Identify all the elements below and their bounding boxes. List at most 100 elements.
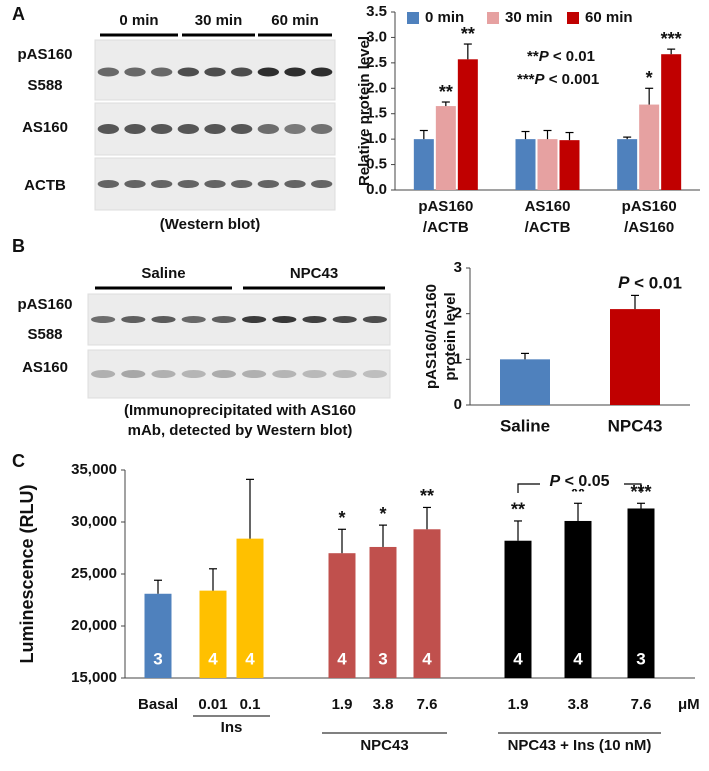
bar: [504, 540, 532, 678]
bar-count: 4: [422, 649, 432, 668]
blot-band: [177, 180, 199, 188]
blot-band: [204, 67, 226, 77]
y-tick-label: 3.0: [366, 28, 387, 45]
blot-band: [231, 124, 253, 134]
blot-band: [231, 180, 253, 188]
blot-band: [231, 67, 253, 77]
bar-count: 4: [513, 649, 523, 668]
bar: [435, 106, 456, 190]
bar-count: 4: [573, 649, 583, 668]
significance: **: [439, 82, 453, 102]
bar: [610, 309, 660, 405]
bar: [639, 104, 660, 190]
blot-band: [272, 316, 297, 323]
bar-count: 4: [245, 649, 255, 668]
significance: **: [420, 486, 434, 506]
blot-band: [124, 180, 146, 188]
blot-band: [91, 370, 116, 378]
panel-label: A: [12, 4, 25, 24]
lane-group-label: Saline: [141, 265, 185, 282]
blot-band: [177, 67, 199, 77]
blot-band: [242, 316, 267, 323]
blot-band: [121, 316, 146, 323]
blot-band: [204, 124, 226, 134]
annotation: **P < 0.01: [527, 48, 595, 65]
significance: ***: [661, 29, 682, 49]
blot-band: [311, 124, 333, 134]
blot-band: [97, 124, 120, 134]
legend-swatch: [567, 12, 579, 24]
bar-count: 3: [636, 649, 645, 668]
blot-band: [302, 370, 327, 378]
blot-row-label: AS160: [22, 359, 68, 376]
blot-band: [284, 180, 306, 188]
blot-band: [362, 316, 387, 323]
blot-band: [177, 124, 199, 134]
blot-band: [311, 67, 333, 77]
group-label: NPC43 + Ins (10 nM): [508, 737, 652, 754]
x-tick-label: 1.9: [508, 696, 529, 713]
lane-group-label: 30 min: [195, 12, 243, 29]
lane-group-label: 0 min: [119, 12, 158, 29]
bar: [236, 538, 264, 678]
significance: **: [511, 500, 525, 520]
annotation: ***P < 0.001: [517, 71, 599, 88]
blot-band: [151, 67, 173, 77]
x-tick-label: NPC43: [608, 416, 663, 435]
blot-band: [91, 316, 116, 323]
blot-band: [204, 180, 226, 188]
x-tick-label: Saline: [500, 416, 550, 435]
bar: [661, 54, 682, 191]
unit-label: μM: [678, 696, 700, 713]
blot-band: [311, 180, 333, 188]
y-axis-title: pAS160/AS160: [423, 284, 440, 389]
group-label: NPC43: [360, 737, 408, 754]
y-tick-label: 1: [454, 350, 462, 367]
comparison-label: P < 0.05: [549, 473, 609, 490]
blot-row-label: S588: [27, 326, 62, 343]
blot-band: [124, 124, 146, 134]
y-tick-label: 2.0: [366, 79, 387, 96]
blot-band: [151, 370, 176, 378]
legend-label: 30 min: [505, 9, 553, 26]
y-tick-label: 35,000: [71, 461, 117, 478]
x-tick-label: /ACTB: [525, 219, 571, 236]
bar: [537, 139, 558, 190]
x-tick-label: 1.9: [332, 696, 353, 713]
blot-band: [211, 370, 236, 378]
y-axis-title: Relative protein level: [356, 36, 373, 186]
blot-band: [124, 67, 146, 77]
blot-band: [284, 67, 306, 77]
annotation: P < 0.01: [618, 273, 682, 292]
y-tick-label: 3: [454, 259, 462, 276]
x-tick-label: 3.8: [373, 696, 394, 713]
bar: [328, 553, 356, 678]
bar-count: 4: [208, 649, 218, 668]
blot-band: [362, 370, 387, 378]
bar: [559, 140, 580, 190]
significance: *: [338, 508, 345, 528]
bar: [617, 139, 638, 190]
panel-label: B: [12, 236, 25, 256]
bar-count: 4: [337, 649, 347, 668]
y-tick-label: 25,000: [71, 565, 117, 582]
legend-swatch: [487, 12, 499, 24]
blot-band: [257, 124, 280, 134]
bar-count: 3: [378, 649, 387, 668]
bar: [369, 546, 397, 678]
x-tick-label: 7.6: [631, 696, 652, 713]
x-tick-label: AS160: [525, 198, 571, 215]
x-tick-label: 0.01: [198, 696, 227, 713]
significance: **: [461, 24, 475, 44]
blot-band: [284, 124, 306, 134]
blot-caption: mAb, detected by Western blot): [128, 422, 353, 439]
blot-band: [97, 180, 120, 188]
blot-row-label: pAS160: [17, 46, 72, 63]
blot-caption: (Immunoprecipitated with AS160: [124, 402, 356, 419]
blot-band: [151, 316, 176, 323]
y-tick-label: 0: [454, 396, 462, 413]
x-tick-label: pAS160: [418, 198, 473, 215]
legend-label: 60 min: [585, 9, 633, 26]
blot-band: [121, 370, 146, 378]
blot-band: [181, 316, 206, 323]
